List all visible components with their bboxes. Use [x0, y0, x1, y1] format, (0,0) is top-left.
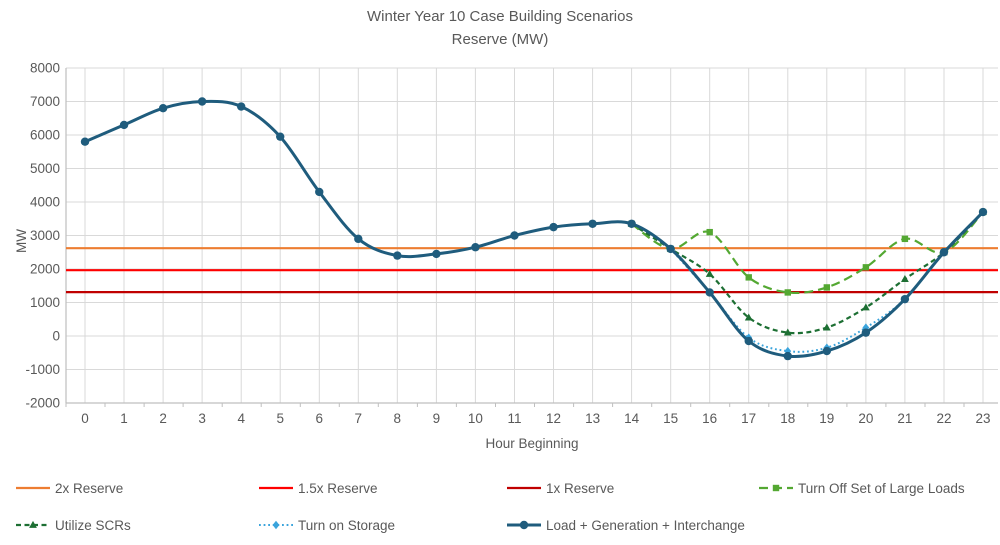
legend-item-2x-reserve: 2x Reserve [15, 479, 123, 497]
axes [65, 68, 998, 407]
series-utilize-scrs [627, 207, 987, 336]
legend-label: Utilize SCRs [55, 517, 131, 533]
legend-item-1x-reserve: 1x Reserve [506, 479, 614, 497]
legend-swatch-turn-off-set-of-large-loads [759, 484, 793, 492]
x-tick-label: 14 [624, 411, 640, 426]
legend-swatch-utilize-scrs [16, 520, 50, 528]
x-tick-label: 2 [159, 411, 167, 426]
legend-label: Turn on Storage [298, 517, 396, 533]
tick-labels: -2000 -1000 0 1000 2000 3000 4000 5000 6000 7000 8… [25, 61, 990, 426]
chart-title: Winter Year 10 Case Building Scenarios [367, 8, 633, 25]
legend-swatch-1-5x-reserve [259, 486, 293, 490]
y-tick-label: 5000 [30, 161, 60, 176]
x-tick-label: 4 [237, 411, 245, 426]
x-tick-label: 22 [936, 411, 951, 426]
x-tick-label: 19 [819, 411, 834, 426]
x-tick-label: 1 [120, 411, 128, 426]
y-tick-label: -2000 [25, 396, 60, 411]
legend-swatch-load-generation-interchange [507, 520, 541, 530]
x-tick-label: 7 [355, 411, 363, 426]
legend-item-utilize-scrs: Utilize SCRs [15, 516, 131, 534]
legend-item-turn-on-storage: Turn on Storage [258, 516, 395, 534]
x-tick-label: 17 [741, 411, 756, 426]
x-tick-label: 18 [780, 411, 795, 426]
series-load-generation-interchange [80, 97, 988, 361]
legend-swatch-1x-reserve [507, 486, 541, 490]
x-tick-label: 5 [276, 411, 284, 426]
y-tick-label: 0 [52, 329, 60, 344]
legend-label: 1.5x Reserve [298, 480, 378, 496]
series-turn-off-set-of-large-loads [628, 208, 987, 296]
y-tick-label: 7000 [30, 94, 60, 109]
x-tick-label: 15 [663, 411, 678, 426]
legend-label: 1x Reserve [546, 480, 615, 496]
y-tick-label: 6000 [30, 128, 60, 143]
x-tick-label: 3 [198, 411, 206, 426]
x-tick-label: 23 [975, 411, 990, 426]
chart-plot-area: -2000 -1000 0 1000 2000 3000 4000 5000 6000 7000 8… [25, 61, 998, 426]
gridlines [66, 67, 998, 403]
y-tick-label: -1000 [25, 362, 60, 377]
x-tick-label: 10 [468, 411, 483, 426]
chart-subtitle: Reserve (MW) [451, 31, 549, 48]
y-tick-label: 4000 [30, 195, 60, 210]
x-tick-label: 16 [702, 411, 717, 426]
legend-label: Turn Off Set of Large Loads [798, 480, 965, 496]
x-tick-label: 20 [858, 411, 873, 426]
legend-swatch-turn-on-storage [259, 520, 293, 530]
x-tick-label: 12 [546, 411, 561, 426]
legend-label: 2x Reserve [55, 480, 124, 496]
y-tick-label: 2000 [30, 262, 60, 277]
y-tick-label: 8000 [30, 61, 60, 76]
x-tick-label: 21 [897, 411, 912, 426]
legend-swatch-2x-reserve [16, 486, 50, 490]
x-tick-label: 8 [394, 411, 402, 426]
x-tick-label: 0 [81, 411, 89, 426]
x-tick-label: 11 [507, 411, 521, 426]
legend-item-load-generation-interchange: Load + Generation + Interchange [506, 516, 745, 534]
y-tick-label: 1000 [30, 295, 60, 310]
legend-label: Load + Generation + Interchange [546, 517, 745, 533]
legend-item-1-5x-reserve: 1.5x Reserve [258, 479, 378, 497]
x-tick-label: 13 [585, 411, 600, 426]
y-tick-label: 3000 [30, 228, 60, 243]
legend-item-turn-off-set-of-large-loads: Turn Off Set of Large Loads [758, 479, 965, 497]
x-tick-label: 9 [433, 411, 441, 426]
x-axis-title: Hour Beginning [485, 436, 579, 451]
x-tick-label: 6 [316, 411, 324, 426]
